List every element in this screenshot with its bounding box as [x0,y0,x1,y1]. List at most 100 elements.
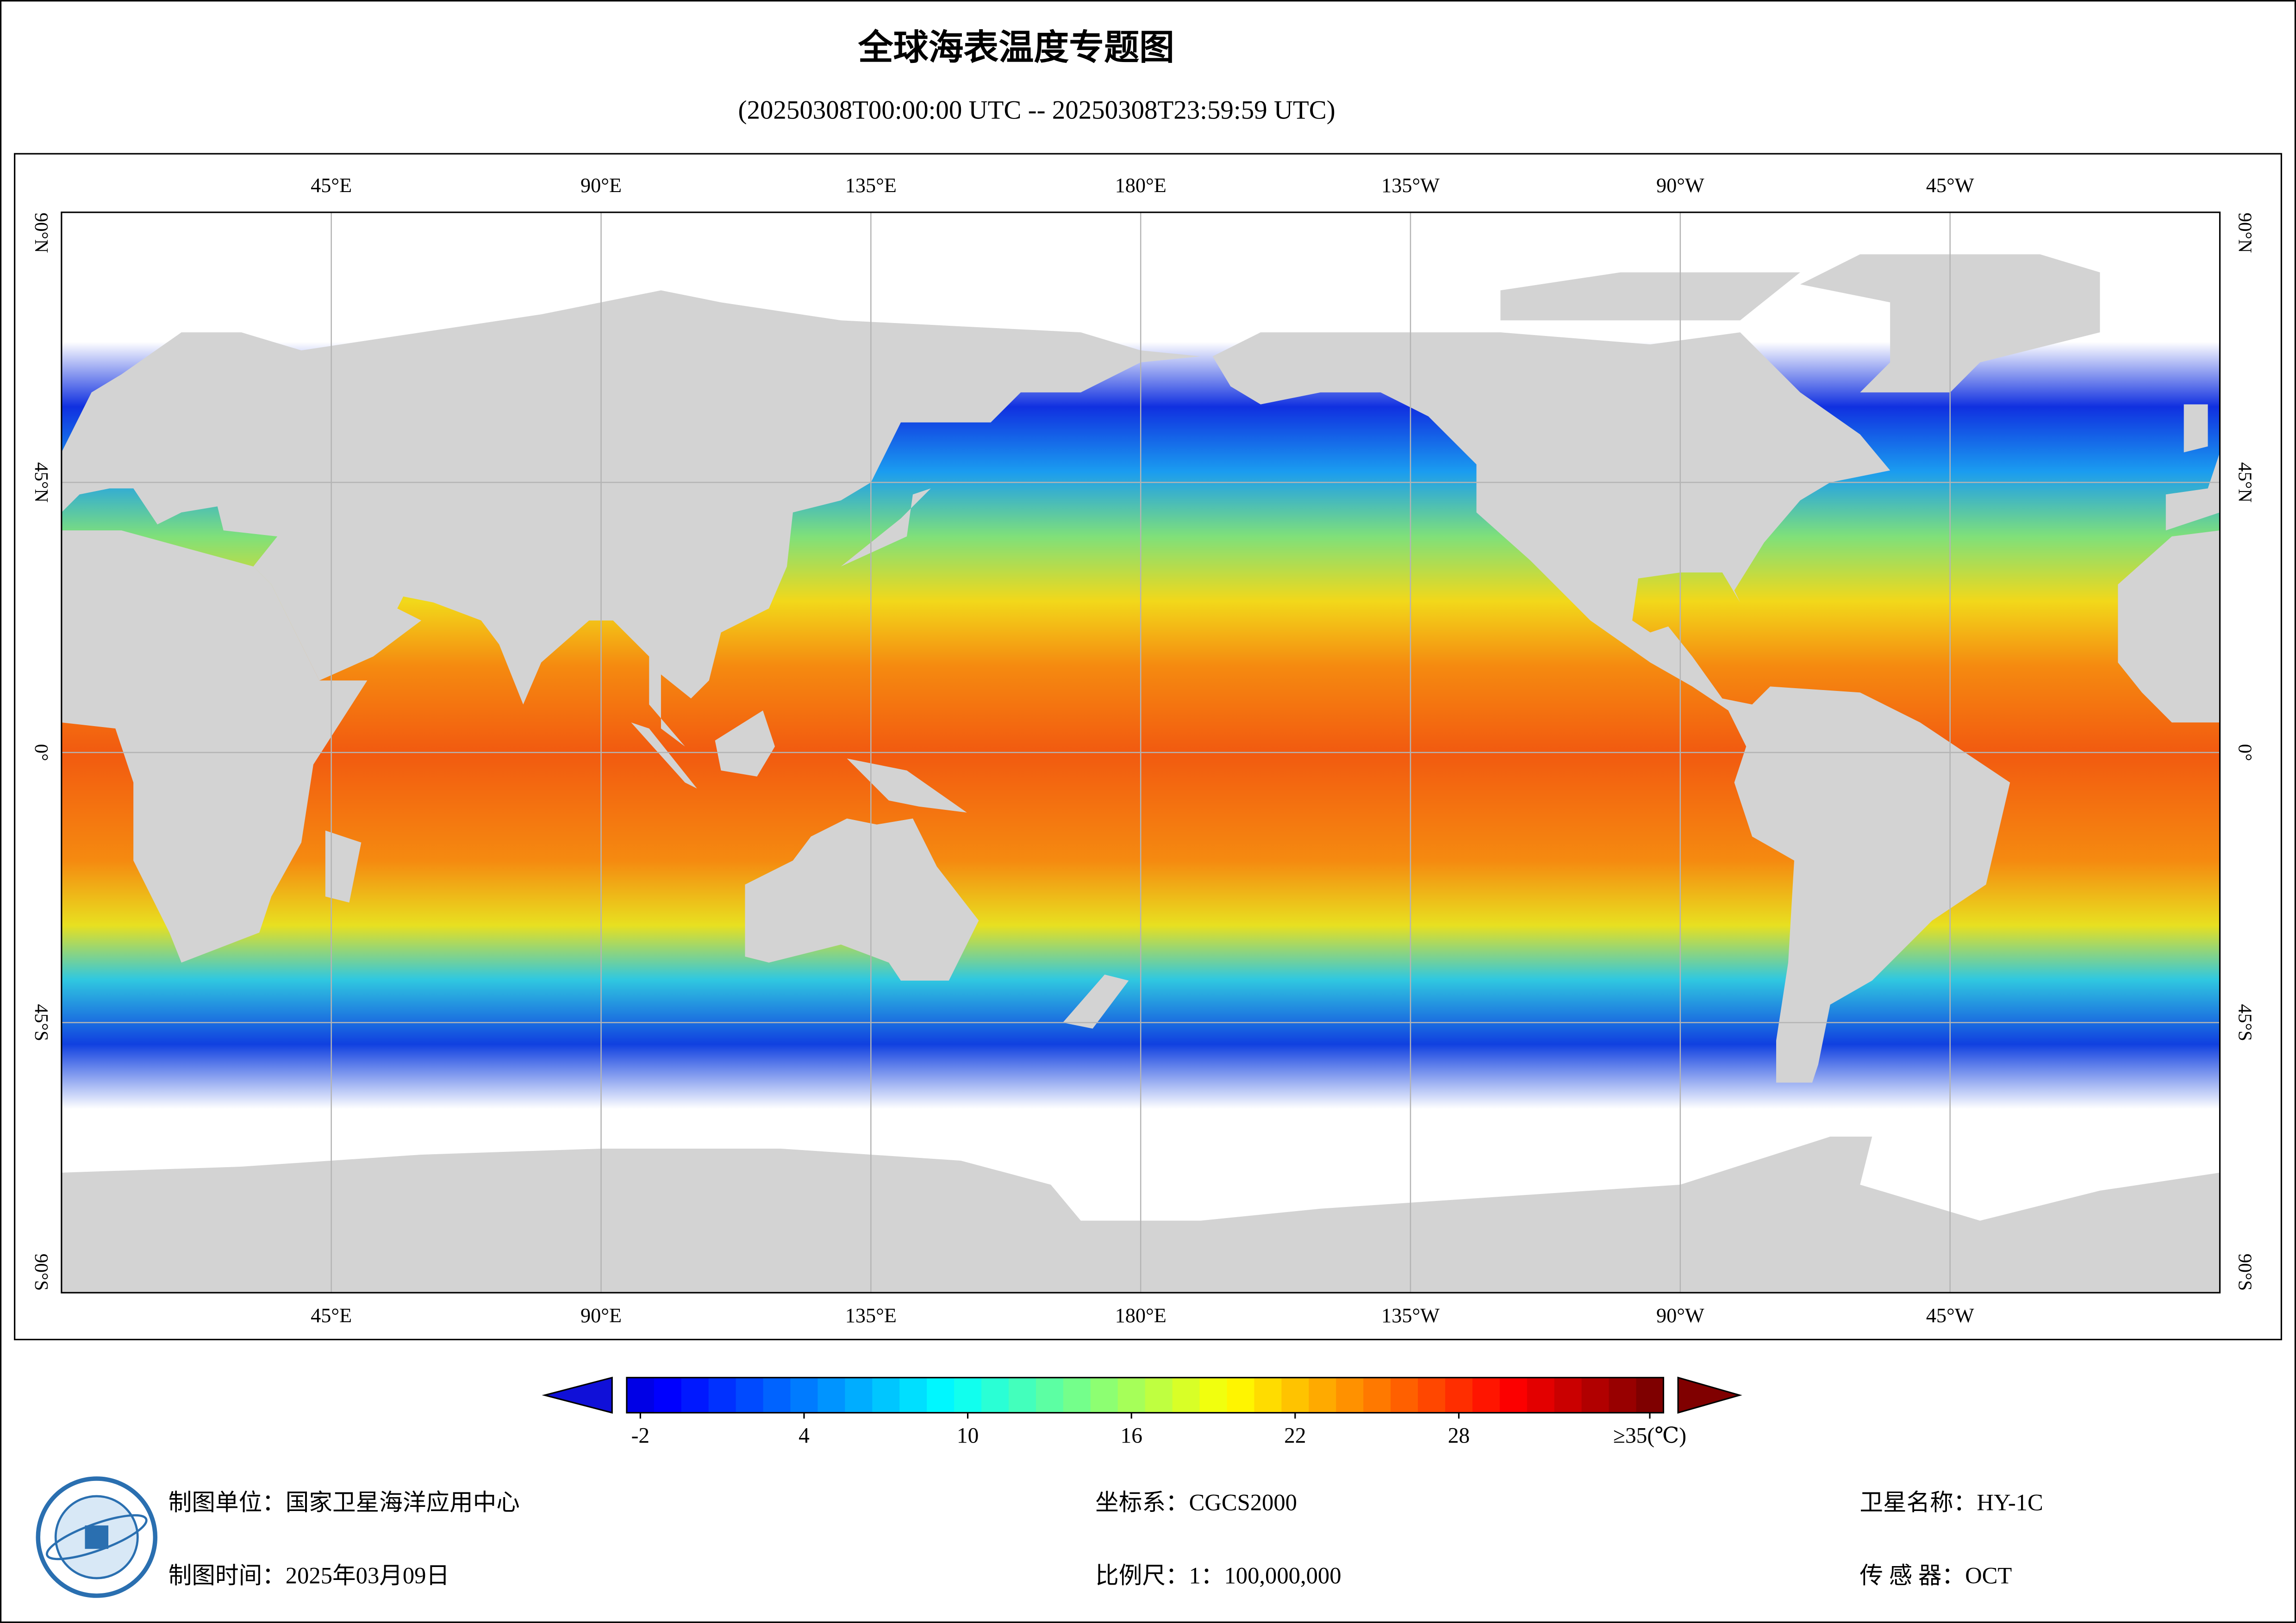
color-bin [1609,1377,1637,1413]
color-bin [1363,1377,1391,1413]
color-bin [1172,1377,1200,1413]
title: 全球海表温度专题图 [858,27,1174,68]
landmass [745,818,979,981]
lat-label-right: 90°S [2235,1254,2256,1291]
footer-scale: 比例尺：1：100,000,000 [1095,1563,1341,1589]
color-bin [981,1377,1009,1413]
landmass [2118,530,2220,723]
lat-label-right: 45°S [2235,1004,2256,1041]
color-bin [1254,1377,1282,1413]
lon-label-bottom: 135°E [845,1304,897,1327]
colorbar-border [626,1377,1665,1414]
lat-label-left: 45°S [31,1004,52,1041]
color-bin [1636,1377,1664,1413]
color-bin [872,1377,900,1413]
color-bin [708,1377,736,1413]
color-bin [1008,1377,1036,1413]
landmass [2184,404,2208,453]
map-border [61,211,2221,1293]
colorbar-tick-label: 10 [957,1424,979,1448]
color-bin [1445,1377,1473,1413]
color-bin [954,1377,982,1413]
landmass [61,290,1201,747]
lon-label-bottom: 90°W [1656,1304,1704,1327]
lon-label-top: 45°W [1926,174,1974,197]
color-bin [681,1377,709,1413]
landmass [715,710,775,777]
colorbar: -2 4 10 16 22 28 ≥35(℃) [542,1376,1742,1448]
color-bin [1227,1377,1255,1413]
lat-label-right: 45°N [2235,462,2256,503]
color-bin [1391,1377,1418,1413]
lon-label-bottom: 180°E [1115,1304,1167,1327]
color-bin [1554,1377,1582,1413]
color-bin [899,1377,928,1413]
logo [36,1476,158,1598]
lon-label-top: 90°W [1656,174,1704,197]
color-bin [763,1377,791,1413]
colorbar-tick-label: 28 [1448,1424,1470,1448]
color-bin [1499,1377,1528,1413]
lat-label-left: 90°N [31,212,52,253]
landmass [2165,452,2220,531]
color-bin [1336,1377,1364,1413]
footer-date: 制图时间：2025年03月09日 [168,1563,449,1589]
colorbar-tick-label: 16 [1120,1424,1142,1448]
color-bin [654,1377,682,1413]
lon-label-top: 180°E [1115,174,1167,197]
landmass [1062,974,1129,1029]
color-bin [736,1377,764,1413]
footer-unit: 制图单位：国家卫星海洋应用中心 [168,1490,520,1516]
color-bin [1063,1377,1091,1413]
lat-label-right: 0° [2235,744,2256,761]
subtitle: (20250308T00:00:00 UTC -- 20250308T23:59… [738,96,1335,125]
color-bin [1418,1377,1446,1413]
lon-label-top: 135°E [845,174,897,197]
footer-satellite: 卫星名称：HY-1C [1859,1490,2043,1516]
color-bin [1281,1377,1310,1413]
landmass [1212,332,2010,1083]
color-bin [790,1377,818,1413]
color-bin [1199,1377,1228,1413]
lon-label-bottom: 90°E [580,1304,622,1327]
footer-sensor: 传 感 器：OCT [1859,1563,2012,1589]
lat-label-left: 90°S [31,1254,52,1291]
lat-label-left: 45°N [31,462,52,503]
graticule: 45°E 45°E 90°E 90°E 135°E 135°E 180°E 180°E 135°… [31,174,2256,1327]
lon-label-bottom: 45°W [1926,1304,1974,1327]
lon-label-bottom: 45°E [311,1304,352,1327]
color-bin [1309,1377,1337,1413]
colorbar-tick-label: -2 [631,1424,650,1448]
lon-label-bottom: 135°W [1381,1304,1440,1327]
color-bin [1145,1377,1173,1413]
lon-label-top: 90°E [580,174,622,197]
landmass [847,758,967,813]
lon-label-top: 135°W [1381,174,1440,197]
under-arrow [542,1376,613,1414]
color-bin [1527,1377,1555,1413]
lon-label-top: 45°E [311,174,352,197]
landmass [841,488,931,566]
landmass [325,830,362,903]
color-bin [817,1377,846,1413]
color-bin [1090,1377,1118,1413]
landmass [61,530,368,963]
footer-crs: 坐标系：CGCS2000 [1095,1490,1297,1516]
colorbar-tick-label: 22 [1284,1424,1306,1448]
color-bin [1036,1377,1064,1413]
color-bin [845,1377,873,1413]
colorbar-tick-label: ≥35(℃) [1613,1424,1686,1448]
colorbar-tick-label: 4 [799,1424,810,1448]
landmass [1500,272,1800,321]
landmass [631,722,697,789]
over-arrow [1677,1376,1742,1414]
color-bin [1472,1377,1500,1413]
color-bin [626,1377,655,1413]
lat-label-left: 0° [31,744,52,761]
lat-label-right: 90°N [2235,212,2256,253]
color-bin [927,1377,955,1413]
color-bin [1581,1377,1610,1413]
color-bin [1117,1377,1146,1413]
